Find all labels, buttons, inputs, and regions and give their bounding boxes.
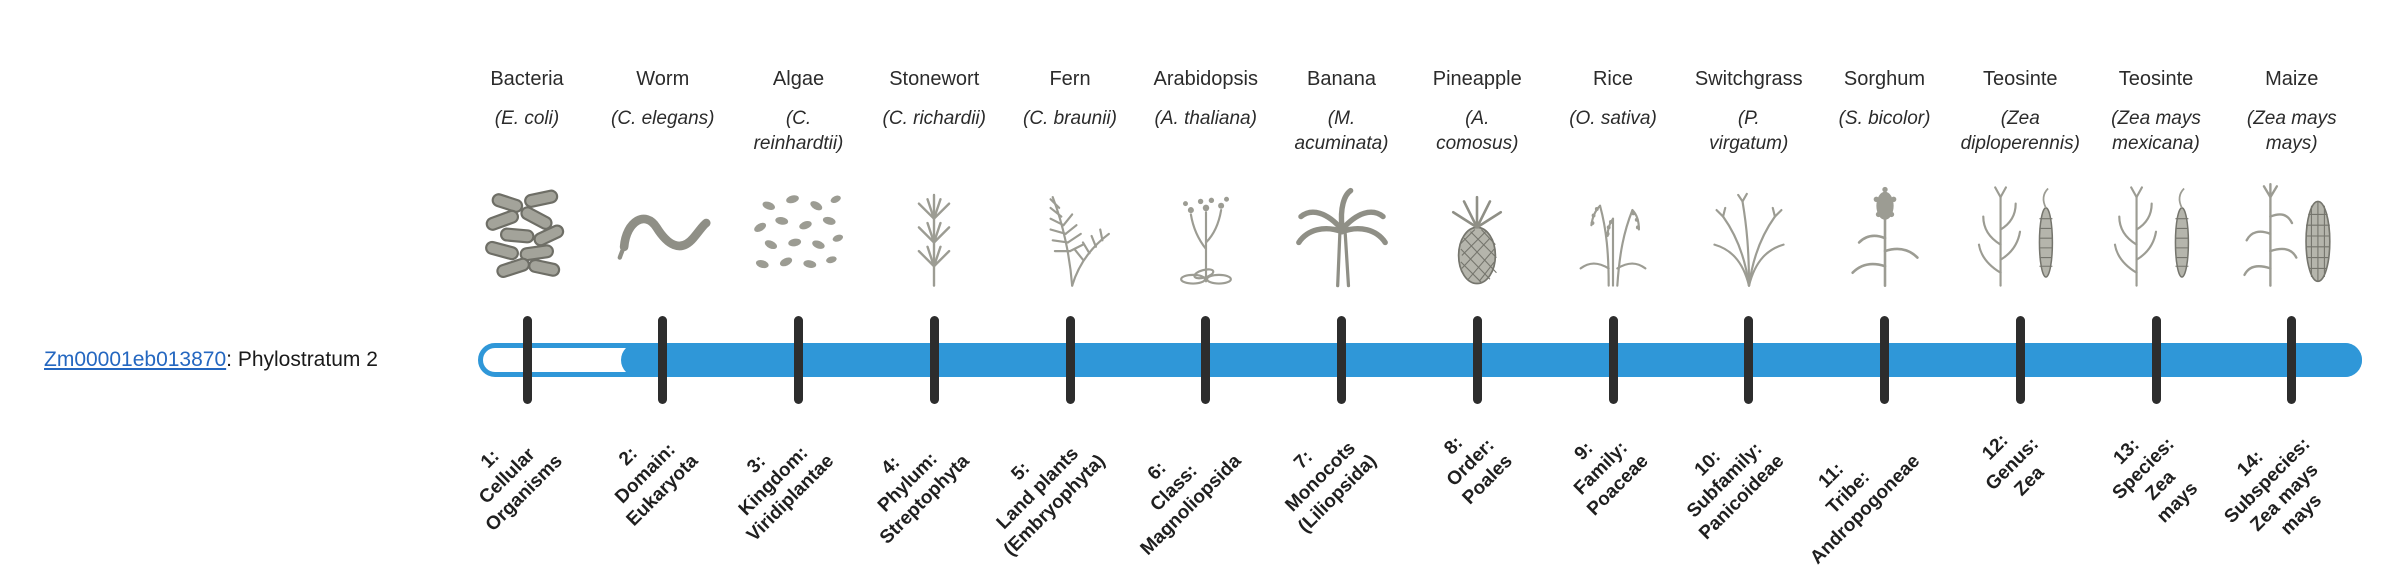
phylostratum-tick — [2015, 316, 2025, 404]
rice-icon — [1553, 178, 1673, 290]
stratum-label: 5: Land plants (Embryophyta) — [992, 443, 1110, 561]
phylostratum-tick — [929, 316, 939, 404]
stratum-label: 12: Genus: Zea — [1978, 430, 2049, 501]
organism-common-name: Maize — [2265, 68, 2319, 90]
teosinte-icon — [2096, 178, 2216, 290]
phylostratum-tick — [1337, 316, 1346, 404]
organism-column: Fern (C. braunii) — [995, 60, 1145, 300]
phylostratum-tick — [1880, 316, 1889, 404]
organism-scientific-name: (A. thaliana) — [1154, 108, 1257, 129]
organism-column: Sorghum (S. bicolor) — [1810, 60, 1960, 300]
organism-scientific-name: (O. sativa) — [1569, 108, 1657, 129]
organism-common-name: Pineapple — [1432, 68, 1522, 90]
organism-column: Banana (M. acuminata) — [1267, 60, 1417, 300]
bacteria-icon — [467, 178, 587, 290]
organism-common-name: Arabidopsis — [1153, 68, 1258, 90]
gene-label: Zm00001eb013870: Phylostratum 2 — [44, 348, 378, 372]
stratum-label: 7: Monocots (Liliopsida) — [1281, 437, 1381, 538]
organism-common-name: Bacteria — [490, 68, 564, 90]
switchgrass-icon — [1689, 178, 1809, 290]
phylostratum-tick — [794, 316, 803, 404]
organism-column: Stonewort (C. richardii) — [859, 60, 1009, 300]
arabidopsis-icon — [1146, 178, 1266, 290]
organism-common-name: Rice — [1592, 68, 1633, 90]
stratum-label: 4: Phylum: Streptophyta — [873, 448, 974, 549]
organism-column: Teosinte (Zea mays mexicana) — [2081, 60, 2231, 300]
organism-common-name: Stonewort — [889, 68, 980, 90]
maize-icon — [2232, 178, 2352, 290]
organism-column: Arabidopsis (A. thaliana) — [1131, 60, 1281, 300]
phylostratum-tick — [2151, 316, 2161, 404]
organism-scientific-name: (C. richardii) — [882, 108, 986, 129]
phylostrata-bar-fill — [621, 343, 2362, 377]
stratum-label: 8: Order: Poales — [1440, 432, 1517, 509]
phylostratum-tick — [1472, 316, 1482, 404]
organism-scientific-name: (E. coli) — [494, 108, 560, 129]
organism-column: Maize (Zea mays mays) — [2217, 60, 2367, 300]
stratum-label: 13: Species: Zea mays — [2108, 433, 2202, 528]
phylostratum-tick — [658, 316, 668, 404]
gene-phylostratum-text: : Phylostratum 2 — [226, 348, 378, 371]
phylostratum-tick — [522, 316, 532, 404]
stratum-label: 3: Kingdom: Viridiplantae — [734, 442, 838, 546]
teosinte-icon — [1960, 178, 2080, 290]
gene-id-link[interactable]: Zm00001eb013870 — [44, 348, 227, 371]
organism-common-name: Fern — [1049, 68, 1091, 90]
organism-scientific-name: (P. virgatum) — [1709, 108, 1789, 155]
sorghum-icon — [1825, 178, 1945, 290]
stratum-label: 6: Class: Magnoliopsida — [1136, 450, 1246, 560]
phylostratum-tick — [1201, 316, 1211, 404]
organism-column: Rice (O. sativa) — [1538, 60, 1688, 300]
stratum-label: 2: Domain: Eukaryota — [611, 439, 703, 531]
stonewort-icon — [874, 178, 994, 290]
organism-column: Bacteria (E. coli) — [452, 60, 602, 300]
stratum-label: 1: Cellular Organisms — [474, 444, 567, 536]
organism-scientific-name: (Zea diploperennis) — [1960, 108, 2080, 155]
organism-scientific-name: (C. braunii) — [1023, 108, 1117, 129]
stratum-label: 10: Subfamily: Panicoideae — [1682, 438, 1789, 544]
organism-scientific-name: (Zea mays mays) — [2246, 108, 2337, 155]
organism-scientific-name: (S. bicolor) — [1838, 108, 1931, 129]
worm-icon — [603, 178, 723, 290]
banana-icon — [1282, 178, 1402, 290]
organism-scientific-name: (C. elegans) — [611, 108, 715, 129]
organism-column: Worm (C. elegans) — [588, 60, 738, 300]
phylostratum-tick — [2287, 316, 2297, 404]
organism-common-name: Algae — [772, 68, 825, 90]
organism-scientific-name: (C. reinhardtii) — [753, 108, 844, 155]
organism-scientific-name: (A. comosus) — [1436, 108, 1519, 155]
organism-common-name: Switchgrass — [1694, 68, 1803, 90]
stratum-label: 9: Family: Poaceae — [1569, 437, 1653, 520]
organism-common-name: Teosinte — [1983, 68, 2058, 90]
organism-column: Pineapple (A. comosus) — [1402, 60, 1552, 300]
organism-common-name: Banana — [1307, 68, 1376, 90]
organism-column: Switchgrass (P. virgatum) — [1674, 60, 1824, 300]
pineapple-icon — [1417, 178, 1537, 290]
organism-column: Teosinte (Zea diploperennis) — [1945, 60, 2095, 300]
organism-common-name: Teosinte — [2118, 68, 2194, 90]
organism-common-name: Sorghum — [1843, 68, 1926, 90]
organism-common-name: Worm — [636, 68, 690, 90]
phylostratum-tick — [1065, 316, 1075, 404]
organism-scientific-name: (Zea mays mexicana) — [2111, 108, 2201, 155]
stratum-label: 11: Tribe: Andropogoneae — [1806, 450, 1924, 569]
fern-icon — [1010, 178, 1130, 290]
organism-column: Algae (C. reinhardtii) — [724, 60, 874, 300]
phylostratum-tick — [1744, 316, 1754, 404]
stratum-label: 14: Subspecies: Zea mays mays — [2220, 433, 2326, 540]
phylostratum-tick — [1608, 316, 1618, 404]
organism-scientific-name: (M. acuminata) — [1294, 108, 1389, 155]
algae-icon — [739, 178, 859, 290]
